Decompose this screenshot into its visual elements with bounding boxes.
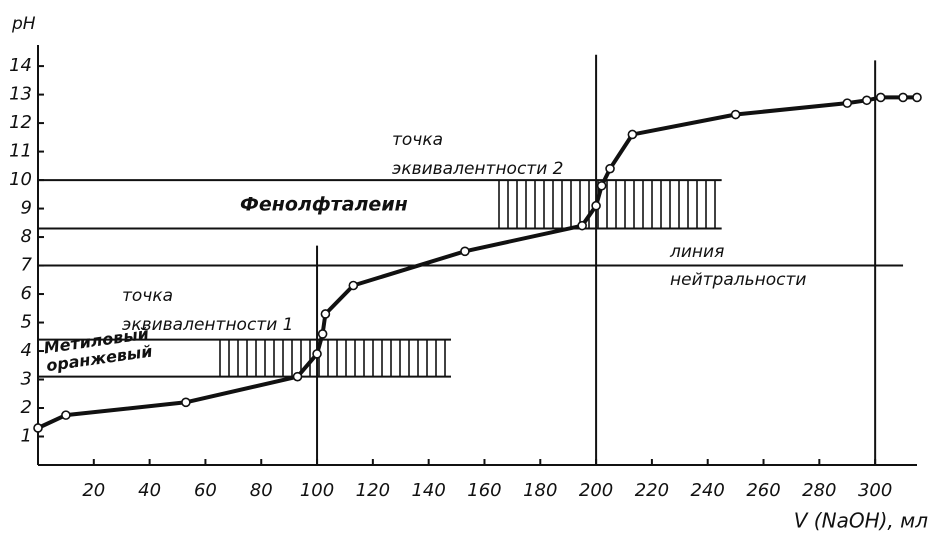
data-point: [842, 98, 853, 108]
data-point: [312, 349, 322, 359]
data-point: [61, 410, 71, 420]
data-point: [605, 163, 615, 174]
data-point: [33, 423, 43, 433]
annotation: точка: [122, 286, 173, 306]
x-tick-label: 40: [138, 480, 161, 501]
x-tick-label: 280: [802, 480, 836, 501]
data-point: [591, 200, 601, 211]
data-point: [898, 92, 908, 103]
x-tick-label: 120: [356, 480, 390, 501]
x-tick-label: 100: [300, 480, 334, 501]
x-axis-label: V (NaOH), мл: [794, 509, 928, 533]
data-point: [627, 129, 638, 140]
annotation: точка: [392, 130, 443, 150]
data-point: [320, 309, 331, 319]
annotation: эквивалентности 2: [392, 159, 563, 179]
hatch: [492, 180, 722, 229]
data-point: [730, 109, 741, 120]
data-point: [181, 397, 191, 408]
y-tick-label: 13: [9, 84, 32, 105]
y-tick-label: 8: [21, 226, 32, 247]
y-tick-label: 3: [21, 369, 32, 390]
x-tick-label: 200: [579, 480, 613, 501]
data-point: [348, 280, 359, 291]
data-point: [912, 92, 922, 103]
band-label: Фенолфталеин: [240, 194, 408, 216]
neutral-label: нейтральности: [670, 270, 806, 290]
hatch: [213, 339, 451, 377]
y-tick-label: 11: [9, 141, 32, 162]
y-tick-label: 9: [21, 198, 32, 219]
neutral-label: линия: [669, 242, 724, 262]
y-tick-label: 14: [9, 55, 32, 76]
y-tick-label: 7: [21, 255, 33, 276]
y-tick-label: 12: [9, 112, 32, 133]
y-tick-label: 10: [9, 169, 32, 190]
data-point: [577, 220, 587, 231]
data-point: [875, 92, 886, 103]
x-tick-label: 180: [523, 480, 557, 501]
y-tick-label: 2: [21, 397, 32, 418]
x-tick-label: 160: [467, 480, 501, 501]
annotation: эквивалентности 1: [122, 315, 293, 335]
titration-curve: [36, 95, 919, 430]
y-tick-label: 6: [21, 283, 32, 304]
y-tick-label: 1: [21, 426, 32, 447]
x-tick-label: 80: [250, 480, 273, 501]
data-point: [292, 371, 303, 382]
y-axis-label: pH: [11, 14, 36, 34]
data-point: [596, 180, 607, 191]
x-tick-label: 140: [411, 480, 445, 501]
y-tick-label: 5: [21, 312, 32, 333]
x-tick-label: 240: [691, 480, 725, 501]
x-tick-label: 300: [858, 480, 892, 501]
data-point: [861, 95, 872, 106]
x-tick-label: 260: [746, 480, 780, 501]
x-tick-label: 20: [82, 480, 105, 501]
data-point: [460, 246, 470, 257]
x-tick-label: 60: [194, 480, 217, 501]
y-tick-label: 4: [21, 340, 32, 361]
data-point: [317, 329, 328, 339]
x-tick-label: 220: [635, 480, 669, 501]
